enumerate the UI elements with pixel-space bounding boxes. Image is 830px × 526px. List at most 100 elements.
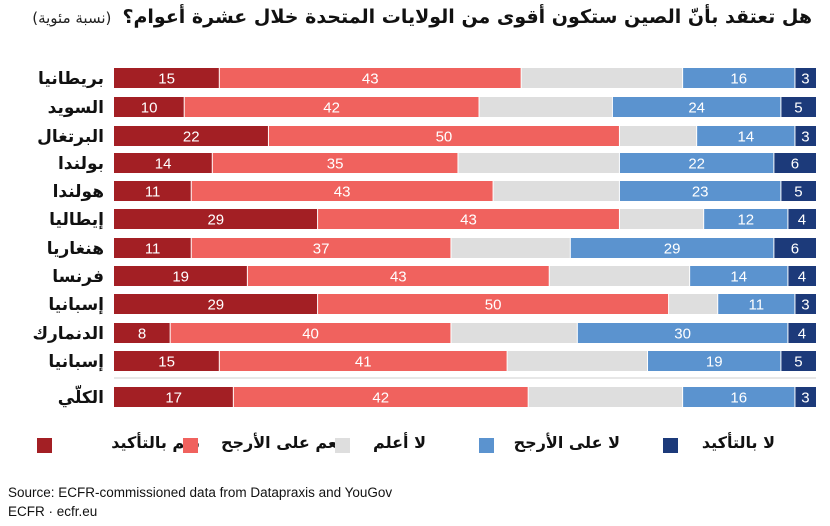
bar-segment-probably-no xyxy=(577,323,788,343)
legend-swatch xyxy=(479,438,494,453)
legend-item-dont-know: لا أعلم xyxy=(0,433,830,457)
bar-row: البرتغال 22 50 14 3 xyxy=(37,126,816,147)
bar-segment-probably-yes xyxy=(191,238,451,258)
data-label: 42 xyxy=(372,390,389,407)
bar-row: بريطانيا 15 43 16 3 xyxy=(38,68,816,89)
data-label: 50 xyxy=(485,297,502,314)
data-label: 30 xyxy=(674,326,691,343)
legend-swatch xyxy=(37,438,52,453)
bar-segment-probably-no xyxy=(612,97,781,117)
data-label: 3 xyxy=(801,71,809,88)
bar-segment-definitely-yes xyxy=(114,238,192,258)
data-label: 4 xyxy=(798,212,806,229)
bar-segment-definitely-yes xyxy=(114,323,171,343)
bar-segment-definitely-no xyxy=(780,97,816,117)
data-label: 29 xyxy=(207,297,224,314)
bar-row: بولندا 14 35 22 6 xyxy=(58,153,816,174)
data-label: 12 xyxy=(737,212,754,229)
bar-segment-definitely-no xyxy=(787,266,816,286)
bar-segment-definitely-yes xyxy=(114,126,269,146)
data-label: 43 xyxy=(460,212,477,229)
bar-segment-definitely-yes xyxy=(114,387,234,407)
bar-segment-definitely-yes xyxy=(114,209,318,229)
bar-segment-dont-know xyxy=(521,68,683,88)
data-label: 43 xyxy=(390,269,407,286)
legend-item-probably-yes: نعم على الأرجح xyxy=(0,433,830,457)
bar-segment-definitely-no xyxy=(780,181,816,201)
bar-segment-probably-yes xyxy=(191,181,494,201)
bar-row: الكلّي 17 42 16 3 xyxy=(58,384,816,408)
bar-segment-definitely-no xyxy=(773,238,816,258)
category-label: السويد xyxy=(48,98,104,118)
legend-item-definitely-yes: نعم بالتأكيد xyxy=(0,433,830,457)
bar-segment-probably-yes xyxy=(317,294,669,314)
bar-segment-definitely-no xyxy=(794,68,816,88)
bar-segment-dont-know xyxy=(457,153,620,173)
bar-segment-definitely-no xyxy=(794,387,816,407)
bar-segment-probably-no xyxy=(682,387,795,407)
bar-segment-probably-no xyxy=(682,68,795,88)
data-label: 41 xyxy=(355,354,372,371)
data-label: 4 xyxy=(798,326,806,343)
data-label: 5 xyxy=(794,184,802,201)
data-label: 4 xyxy=(798,269,806,286)
data-label: 14 xyxy=(737,129,754,146)
data-label: 16 xyxy=(730,71,747,88)
data-label: 11 xyxy=(749,297,765,314)
bar-segment-probably-no xyxy=(570,238,774,258)
bar-segment-probably-yes xyxy=(219,351,508,371)
data-label: 23 xyxy=(692,184,709,201)
data-label: 15 xyxy=(158,71,175,88)
bar-row: إسبانيا 15 41 19 5 xyxy=(48,351,816,372)
legend-swatch xyxy=(183,438,198,453)
bar-segment-dont-know xyxy=(507,351,648,371)
bar-segment-probably-no xyxy=(619,153,774,173)
category-label: بولندا xyxy=(58,154,104,174)
bar-row: فرنسا 19 43 14 4 xyxy=(52,266,816,287)
data-label: 22 xyxy=(183,129,200,146)
data-label: 10 xyxy=(141,100,158,117)
category-label: فرنسا xyxy=(52,267,104,287)
data-label: 3 xyxy=(801,129,809,146)
bar-segment-definitely-no xyxy=(794,126,816,146)
bar-segment-probably-no xyxy=(717,294,795,314)
data-label: 40 xyxy=(302,326,319,343)
bar-row: إسبانيا 29 50 11 3 xyxy=(48,294,816,315)
data-label: 14 xyxy=(155,156,172,173)
bar-segment-definitely-no xyxy=(794,294,816,314)
chart-title-block: هل تعتقد بأنّ الصين ستكون أقوى من الولاي… xyxy=(10,6,812,28)
data-label: 24 xyxy=(688,100,705,117)
legend-label: نعم بالتأكيد xyxy=(111,433,200,452)
bar-segment-definitely-no xyxy=(787,209,816,229)
category-label: هنغاريا xyxy=(47,239,104,259)
bar-segment-probably-yes xyxy=(170,323,451,343)
bar-segment-definitely-yes xyxy=(114,153,213,173)
data-label: 16 xyxy=(730,390,747,407)
data-label: 19 xyxy=(706,354,723,371)
data-label: 11 xyxy=(145,184,161,201)
data-label: 37 xyxy=(313,241,330,258)
category-label: إيطاليا xyxy=(49,210,104,230)
category-label: بريطانيا xyxy=(38,69,104,89)
bar-segment-definitely-yes xyxy=(114,351,220,371)
data-label: 19 xyxy=(172,269,189,286)
bar-segment-definitely-yes xyxy=(114,294,318,314)
legend-label: لا بالتأكيد xyxy=(701,433,775,452)
bar-segment-dont-know xyxy=(493,181,620,201)
bar-segment-dont-know xyxy=(668,294,718,314)
legend-label: نعم على الأرجح xyxy=(220,433,343,452)
data-label: 17 xyxy=(165,390,182,407)
data-label: 6 xyxy=(791,241,799,258)
legend-label: لا على الأرجح xyxy=(513,433,620,452)
chart-subtitle: (نسبة مئوية) xyxy=(32,9,112,27)
bar-segment-probably-no xyxy=(689,266,788,286)
legend-swatch xyxy=(335,438,350,453)
data-label: 11 xyxy=(145,241,161,258)
bar-segment-dont-know xyxy=(479,97,613,117)
data-label: 50 xyxy=(436,129,453,146)
bar-segment-dont-know xyxy=(450,323,578,343)
category-label: هولندا xyxy=(53,182,104,202)
data-label: 29 xyxy=(207,212,224,229)
bar-segment-probably-no xyxy=(703,209,788,229)
bar-row: هولندا 11 43 23 5 xyxy=(53,181,816,202)
